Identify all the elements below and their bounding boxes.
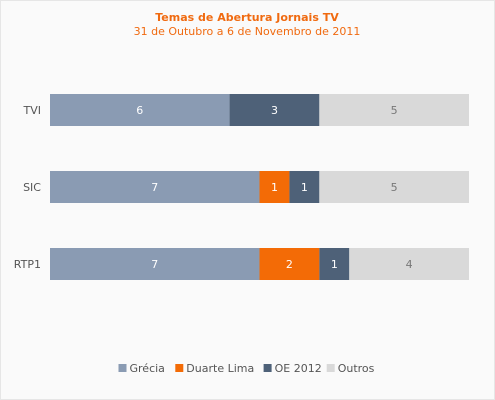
legend-marker-0 (118, 364, 127, 372)
data-label-sic-series-0: 7 (151, 181, 158, 194)
category-label-tvi: TVI (23, 104, 42, 117)
legend-label-3: Outros (338, 362, 375, 375)
data-label-tvi-series-0: 6 (136, 104, 143, 117)
bar-rtp1-series-3 (349, 248, 469, 280)
bar-tvi-series-3 (319, 94, 469, 126)
legend-label-0: Grécia (130, 362, 165, 375)
legend-label-2: OE 2012 (275, 362, 322, 375)
chart-title: Temas de Abertura Jornais TV (155, 11, 339, 24)
bar-tvi-series-0 (50, 94, 230, 126)
bar-sic-series-3 (319, 171, 469, 203)
chart-subtitle: 31 de Outubro a 6 de Novembro de 2011 (134, 25, 361, 38)
bars-group: TVI 6 3 5 SIC 7 1 1 5 RTP1 7 2 1 4 (14, 94, 469, 280)
legend-label-1: Duarte Lima (186, 362, 254, 375)
data-label-tvi-series-2: 3 (271, 104, 278, 117)
data-label-sic-series-1: 1 (271, 181, 278, 194)
data-label-rtp1-series-3: 4 (406, 258, 413, 271)
bar-sic-series-1 (259, 171, 290, 203)
data-label-rtp1-series-0: 7 (151, 258, 158, 271)
bar-sic-series-2 (289, 171, 320, 203)
data-label-tvi-series-3: 5 (391, 104, 398, 117)
category-label-sic: SIC (23, 181, 41, 194)
bar-tvi-series-2 (229, 94, 320, 126)
data-label-sic-series-2: 1 (301, 181, 308, 194)
bar-rtp1-series-1 (259, 248, 320, 280)
legend: Grécia Duarte Lima OE 2012 Outros (118, 362, 375, 375)
bar-sic-series-0 (50, 171, 260, 203)
data-label-sic-series-3: 5 (391, 181, 398, 194)
bar-rtp1-series-2 (319, 248, 350, 280)
legend-marker-3 (326, 364, 335, 372)
data-label-rtp1-series-2: 1 (331, 258, 338, 271)
data-label-rtp1-series-1: 2 (286, 258, 293, 271)
bar-rtp1-series-0 (50, 248, 260, 280)
category-label-rtp1: RTP1 (14, 258, 41, 271)
legend-marker-2 (263, 364, 272, 372)
legend-marker-1 (175, 364, 184, 372)
